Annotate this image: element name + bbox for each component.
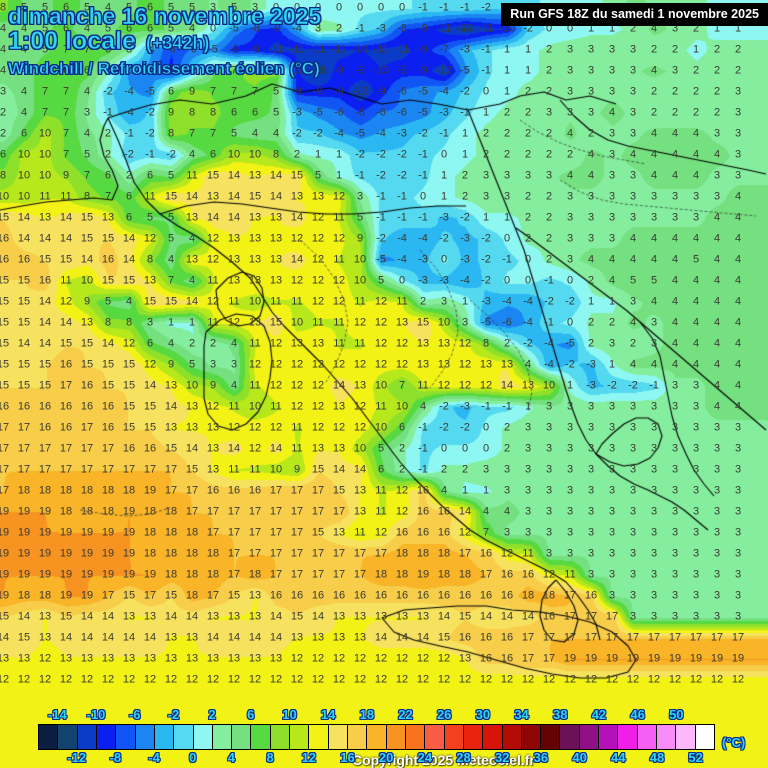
colorbar-tick-label: 30 xyxy=(475,707,491,722)
colorbar-tick-label: 32 xyxy=(494,750,510,765)
copyright-label: Copyright 2025 Meteociel.fr xyxy=(352,752,535,768)
colorbar-tick-label: 50 xyxy=(669,707,684,722)
colorbar-swatch xyxy=(212,725,233,749)
colorbar-tick-label: 6 xyxy=(247,707,255,722)
colorbar-tick-label: 14 xyxy=(320,707,336,722)
colorbar-swatch xyxy=(560,725,580,749)
colorbar-tick-label: 42 xyxy=(591,707,607,722)
colorbar[interactable] xyxy=(38,724,715,750)
colorbar-swatch xyxy=(541,725,561,749)
colorbar-tick-label: -8 xyxy=(109,750,122,765)
colorbar-swatch xyxy=(116,725,136,749)
colorbar-swatch xyxy=(463,725,484,749)
colorbar-swatch xyxy=(290,725,310,749)
colorbar-tick-label: -12 xyxy=(67,750,87,765)
colorbar-swatch xyxy=(328,725,348,749)
colorbar-tick-label: 40 xyxy=(572,750,587,765)
colorbar-swatch xyxy=(502,725,522,749)
colorbar-swatch xyxy=(521,725,542,749)
colorbar-swatch xyxy=(96,725,117,749)
colorbar-swatch xyxy=(232,725,252,749)
colorbar-tick-label: 34 xyxy=(514,707,529,722)
colorbar-swatch xyxy=(483,725,503,749)
colorbar-tick-label: 22 xyxy=(398,707,413,722)
colorbar-tick-label: 8 xyxy=(266,750,274,765)
colorbar-tick-label: 26 xyxy=(436,707,452,722)
colorbar-tick-label: -4 xyxy=(148,750,160,765)
colorbar-swatch xyxy=(618,725,638,749)
colorbar-swatch xyxy=(676,725,696,749)
colorbar-swatch xyxy=(367,725,387,749)
colorbar-swatch xyxy=(154,725,175,749)
colorbar-tick-label: 36 xyxy=(533,750,549,765)
colorbar-tick-label: 4 xyxy=(227,750,236,765)
color-legend: (°C) Copyright 2025 Meteociel.fr -14 -10 -… xyxy=(0,706,768,768)
colorbar-tick-label: 2 xyxy=(208,707,216,722)
colorbar-tick-label: 24 xyxy=(417,750,433,765)
colorbar-tick-label: -14 xyxy=(47,707,67,722)
colorbar-swatch xyxy=(637,725,657,749)
colorbar-swatch xyxy=(193,725,213,749)
colorbar-tick-label: -6 xyxy=(128,707,141,722)
colorbar-swatch xyxy=(77,725,97,749)
colorbar-swatch xyxy=(695,725,714,749)
colorbar-tick-label: 46 xyxy=(630,707,645,722)
colorbar-swatch xyxy=(599,725,619,749)
colorbar-tick-label: 0 xyxy=(189,750,197,765)
colorbar-swatch xyxy=(444,725,464,749)
colorbar-tick-label: 12 xyxy=(301,750,317,765)
colorbar-swatch xyxy=(579,725,600,749)
colorbar-tick-label: 52 xyxy=(688,750,703,765)
model-run-banner: Run GFS 18Z du samedi 1 novembre 2025 xyxy=(501,3,768,26)
colorbar-tick-label: 20 xyxy=(378,750,394,765)
colorbar-swatch xyxy=(39,725,59,749)
colorbar-tick-label: -10 xyxy=(86,707,106,722)
colorbar-tick-label: 28 xyxy=(456,750,471,765)
colorbar-tick-label: 44 xyxy=(611,750,626,765)
colorbar-swatch xyxy=(386,725,406,749)
colorbar-swatch xyxy=(657,725,677,749)
colorbar-swatch xyxy=(405,725,426,749)
legend-unit-label: (°C) xyxy=(722,735,746,750)
colorbar-swatch xyxy=(251,725,271,749)
colorbar-tick-label: 16 xyxy=(340,750,355,765)
colorbar-swatch xyxy=(309,725,329,749)
colorbar-swatch xyxy=(135,725,155,749)
colorbar-tick-label: 48 xyxy=(649,750,665,765)
colorbar-swatch xyxy=(174,725,194,749)
colorbar-swatch xyxy=(348,725,368,749)
colorbar-tick-label: 10 xyxy=(282,707,297,722)
colorbar-tick-label: -2 xyxy=(167,707,180,722)
colorbar-tick-label: 18 xyxy=(359,707,375,722)
colorbar-swatch xyxy=(58,725,78,749)
colorbar-swatch xyxy=(270,725,291,749)
colorbar-swatch xyxy=(425,725,445,749)
colorbar-tick-label: 38 xyxy=(553,707,568,722)
